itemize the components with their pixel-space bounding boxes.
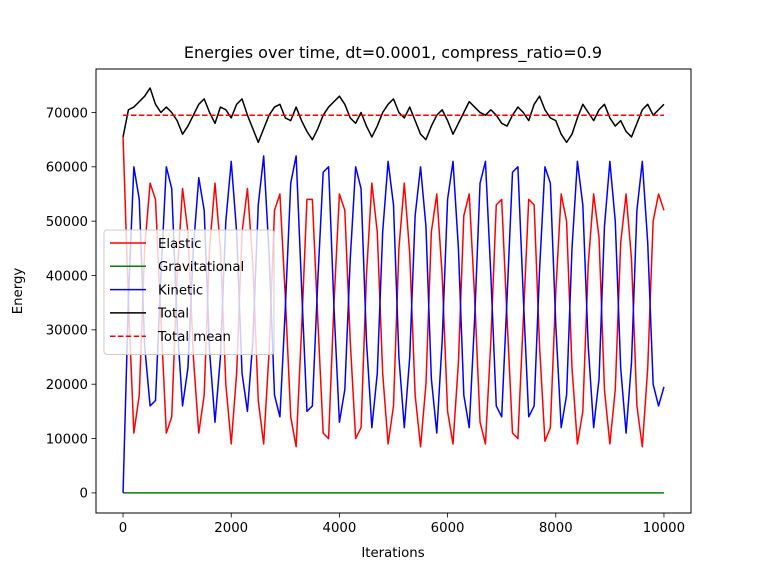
x-tick-label: 4000 (322, 521, 356, 536)
legend-label-elastic: Elastic (158, 237, 201, 252)
axes-frame (95, 68, 692, 514)
x-tick-label: 2000 (214, 521, 248, 536)
legend: Elastic Gravitational Kinetic Total Total me… (103, 229, 275, 355)
x-axis-label: Iterations (361, 546, 424, 561)
plot-area (122, 87, 665, 494)
y-tick-label: 70000 (46, 106, 88, 121)
y-axis: 0 10000 20000 30000 40000 50000 60000 70000 (46, 106, 96, 502)
y-tick-label: 40000 (46, 269, 88, 284)
y-tick-label: 30000 (46, 324, 88, 339)
y-axis-label: Energy (11, 268, 26, 315)
x-tick-label: 6000 (431, 521, 465, 536)
y-tick-label: 10000 (46, 432, 88, 447)
y-tick-label: 0 (80, 487, 88, 502)
y-tick-label: 20000 (46, 378, 88, 393)
series-line-total (122, 87, 665, 144)
x-tick-label: 8000 (539, 521, 573, 536)
legend-label-kinetic: Kinetic (158, 283, 203, 298)
series-line-kinetic (122, 155, 665, 493)
y-tick-label: 50000 (46, 215, 88, 230)
x-tick-label: 0 (119, 521, 127, 536)
x-tick-label: 10000 (643, 521, 685, 536)
legend-label-gravitational: Gravitational (158, 260, 244, 275)
series-line-elastic (122, 136, 665, 448)
legend-box (103, 229, 275, 355)
chart-title: Energies over time, dt=0.0001, compress_… (184, 43, 602, 63)
legend-label-total: Total (157, 307, 189, 322)
x-axis: 0 2000 4000 6000 8000 10000 (119, 513, 685, 536)
legend-label-total-mean: Total mean (157, 330, 231, 345)
y-tick-label: 60000 (46, 161, 88, 176)
